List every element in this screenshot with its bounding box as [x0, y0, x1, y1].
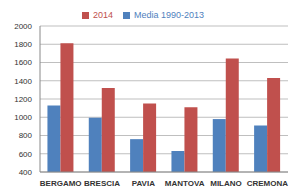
svg-text:1000: 1000	[14, 113, 32, 122]
html-text:Media 1990-2013: Media 1990-2013	[134, 10, 204, 20]
svg-text:1200: 1200	[14, 95, 32, 104]
svg-text:1400: 1400	[14, 77, 32, 86]
svg-text:MILANO: MILANO	[210, 179, 242, 188]
svg-text:400: 400	[19, 168, 33, 177]
svg-text:PAVIA: PAVIA	[132, 179, 155, 188]
svg-text:1800: 1800	[14, 40, 32, 49]
svg-text:BRESCIA: BRESCIA	[84, 179, 120, 188]
svg-text:800: 800	[19, 131, 33, 140]
html-text:2014: 2014	[93, 10, 113, 20]
svg-text:MANTOVA: MANTOVA	[165, 179, 205, 188]
svg-text:2000: 2000	[14, 22, 32, 31]
svg-text:1600: 1600	[14, 58, 32, 67]
svg-text:600: 600	[19, 150, 33, 159]
svg-text:BERGAMO: BERGAMO	[40, 179, 82, 188]
svg-text:CREMONA: CREMONA	[247, 179, 289, 188]
